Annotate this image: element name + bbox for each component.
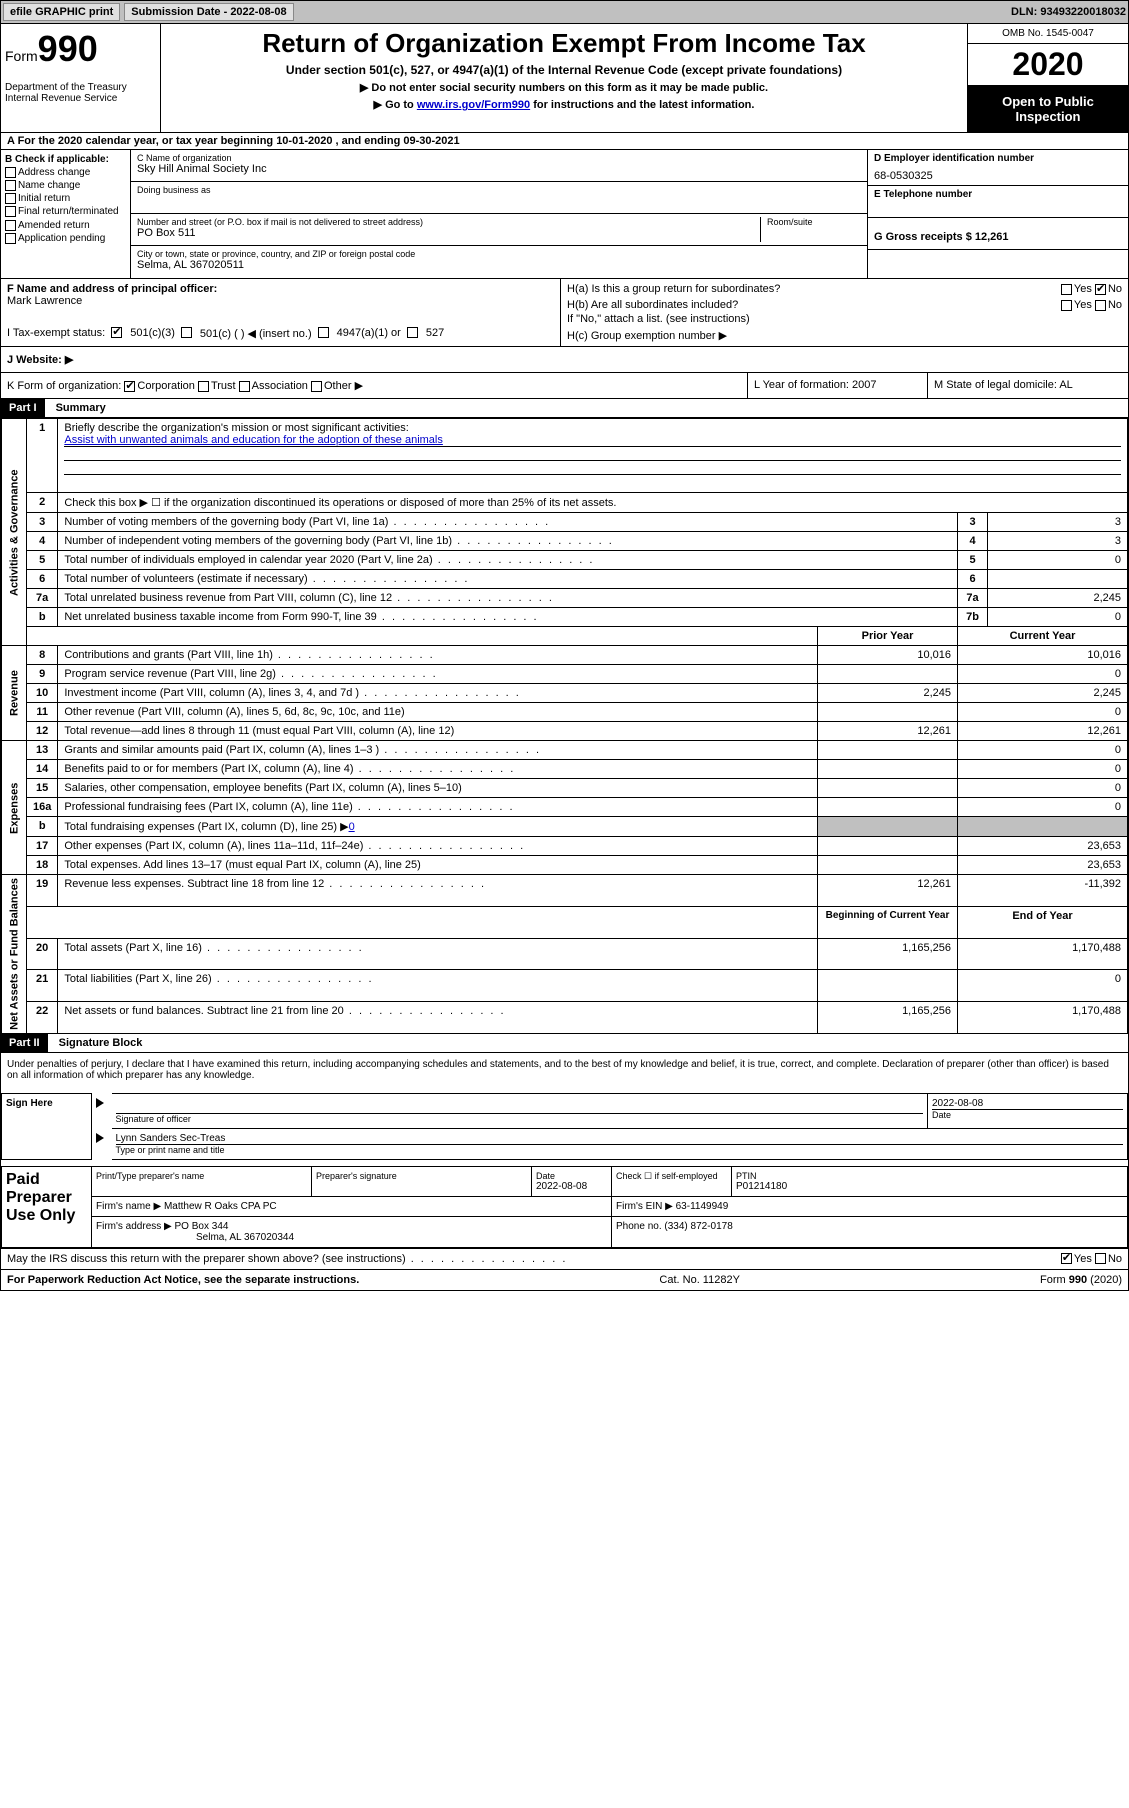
sidebar-revenue: Revenue [2,646,27,741]
form-number: Form990 [5,28,156,70]
mission-text: Assist with unwanted animals and educati… [64,434,1121,447]
discuss-row: May the IRS discuss this return with the… [1,1248,1128,1269]
irs-link[interactable]: www.irs.gov/Form990 [417,99,530,111]
firm-phone: (334) 872-0178 [664,1221,732,1232]
inspection-label: Open to Public Inspection [968,86,1128,132]
form-subtitle: Under section 501(c), 527, or 4947(a)(1)… [165,63,963,77]
arrow-icon [96,1133,104,1143]
perjury-statement: Under penalties of perjury, I declare th… [1,1053,1128,1087]
website-row: J Website: ▶ [1,347,1128,373]
col-c-org-info: C Name of organization Sky Hill Animal S… [131,150,868,278]
submission-date-button[interactable]: Submission Date - 2022-08-08 [124,3,293,21]
firm-name: Matthew R Oaks CPA PC [164,1201,277,1212]
gross-receipts: G Gross receipts $ 12,261 [874,231,1122,243]
state-domicile: M State of legal domicile: AL [928,373,1128,398]
501c3-checkbox[interactable] [111,327,122,338]
form-container: efile GRAPHIC print Submission Date - 20… [0,0,1129,1291]
street-address: PO Box 511 [137,227,760,239]
col-d-ein: D Employer identification number 68-0530… [868,150,1128,278]
paid-preparer-table: Paid Preparer Use Only Print/Type prepar… [1,1166,1128,1248]
form-header: Form990 Department of the Treasury Inter… [1,24,1128,133]
omb-number: OMB No. 1545-0047 [968,24,1128,44]
part2-header: Part II Signature Block [1,1034,1128,1053]
corp-checkbox[interactable] [124,381,135,392]
year-formation: L Year of formation: 2007 [748,373,928,398]
row-f-h: F Name and address of principal officer:… [1,279,1128,347]
top-bar: efile GRAPHIC print Submission Date - 20… [1,1,1128,24]
footer: For Paperwork Reduction Act Notice, see … [1,1269,1128,1290]
officer-type-name: Lynn Sanders Sec-Treas [116,1133,1124,1145]
efile-button[interactable]: efile GRAPHIC print [3,3,120,21]
info-grid: B Check if applicable: Address change Na… [1,150,1128,279]
tax-year: 2020 [968,44,1128,86]
sign-here-table: Sign Here Signature of officer 2022-08-0… [1,1093,1128,1160]
summary-table: Activities & Governance 1 Briefly descri… [1,418,1128,1034]
ptin-value: P01214180 [736,1181,1123,1192]
sidebar-expenses: Expenses [2,741,27,875]
section-a: A For the 2020 calendar year, or tax yea… [1,133,1128,150]
officer-name: Mark Lawrence [7,295,554,307]
org-name: Sky Hill Animal Society Inc [137,163,861,175]
firm-ein: 63-1149949 [676,1201,729,1212]
department-text: Department of the Treasury Internal Reve… [5,82,156,104]
instruction-2: ▶ Go to www.irs.gov/Form990 for instruct… [165,98,963,111]
col-b-checkboxes: B Check if applicable: Address change Na… [1,150,131,278]
city-address: Selma, AL 367020511 [137,259,861,271]
dln-text: DLN: 93493220018032 [1011,6,1126,18]
arrow-icon [96,1098,104,1108]
discuss-yes-checkbox[interactable] [1061,1253,1072,1264]
sidebar-governance: Activities & Governance [2,419,27,646]
form-title: Return of Organization Exempt From Incom… [165,28,963,59]
instruction-1: ▶ Do not enter social security numbers o… [165,81,963,94]
k-row: K Form of organization: Corporation Trus… [1,373,1128,399]
sidebar-netassets: Net Assets or Fund Balances [2,875,27,1034]
ha-no-checkbox[interactable] [1095,284,1106,295]
part1-header: Part I Summary [1,399,1128,418]
ein-value: 68-0530325 [874,170,1122,182]
